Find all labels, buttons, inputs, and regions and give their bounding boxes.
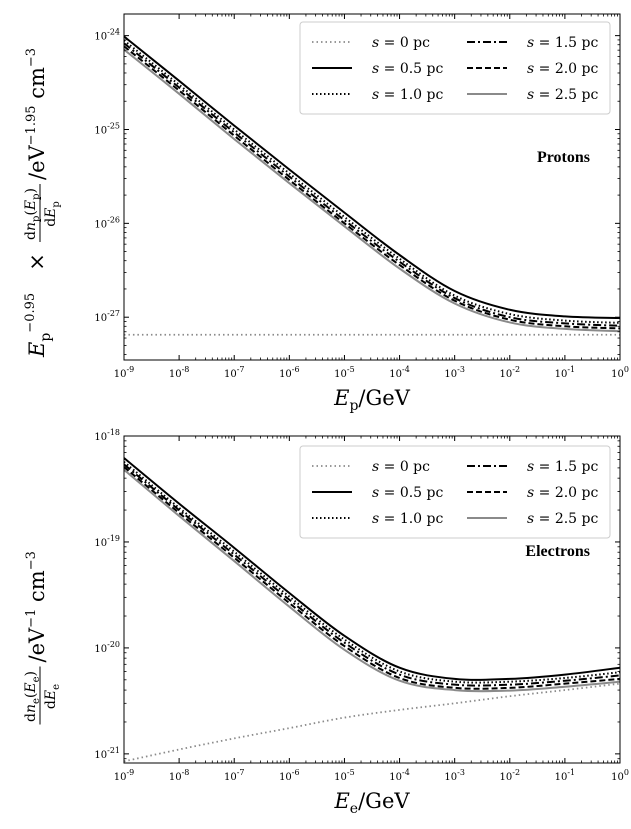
y-tick-label: 10-20 [94, 640, 120, 655]
series-line-electrons-0 [124, 682, 620, 763]
x-tick-label: 10-7 [224, 365, 245, 380]
x-tick-label: 10-5 [334, 365, 355, 380]
legend-label: s = 0.5 pc [372, 61, 443, 77]
x-ticks: 10-9 10-8 10-7 10-6 10-5 10-4 10-3 10-2 10-1 100 [114, 436, 629, 783]
y-axis-label: Ep−0.95 × dnp(Ep)dEp/eV−1.95 cm−3 [23, 48, 62, 358]
protons-panel: 10-9 10-8 10-7 10-6 10-5 10-4 10-3 10-2 10-1 1001… [23, 13, 629, 414]
panel-annotation: Protons [537, 149, 590, 166]
legend-label: s = 0.5 pc [372, 485, 443, 501]
series-line-protons-5 [124, 48, 620, 333]
legend-label: s = 1.0 pc [372, 87, 443, 103]
x-tick-label: 10-4 [389, 768, 410, 783]
x-tick-label: 10-6 [279, 768, 300, 783]
legend: s = 0 pc s = 0.5 pc s = 1.0 pc s = 1.5 pc s … [299, 21, 611, 115]
legend-box [299, 445, 611, 539]
series-line-protons-3 [124, 42, 620, 327]
x-tick-label: 10-6 [279, 365, 300, 380]
x-tick-label: 100 [611, 365, 629, 380]
legend-label: s = 2.5 pc [527, 87, 598, 103]
axes-frame [123, 13, 621, 361]
x-tick-label: 10-1 [555, 365, 576, 380]
y-label-denominator: dEp [43, 201, 62, 227]
legend-label: s = 1.5 pc [527, 35, 598, 51]
legend-label: s = 1.0 pc [372, 511, 443, 527]
y-label-unit: /eV−1.95 cm−3 [24, 48, 49, 180]
series-line-electrons-1 [124, 457, 620, 681]
x-axis-label: Ep/GeV [333, 386, 411, 414]
legend-label: s = 2.0 pc [527, 61, 598, 77]
x-tick-label: 10-2 [500, 365, 521, 380]
y-tick-label: 10-25 [94, 121, 120, 136]
legend-label: s = 1.5 pc [527, 459, 598, 475]
panel-annotation: Electrons [525, 543, 590, 560]
legend-box [299, 21, 611, 115]
x-ticks: 10-9 10-8 10-7 10-6 10-5 10-4 10-3 10-2 10-1 100 [114, 14, 629, 380]
y-label-denominator: dEe [43, 684, 62, 709]
y-tick-label: 10-18 [94, 428, 120, 443]
y-label-numerator: dnp(Ep) [23, 188, 42, 240]
legend-label: s = 2.0 pc [527, 485, 598, 501]
series-line-electrons-4 [124, 466, 620, 690]
x-tick-label: 10-3 [444, 365, 465, 380]
x-tick-label: 100 [611, 768, 629, 783]
series-line-electrons-3 [124, 463, 620, 687]
series-line-protons-4 [124, 45, 620, 330]
y-ticks: 10-21 10-20 10-19 10-18 [94, 428, 620, 761]
x-tick-label: 10-8 [169, 365, 190, 380]
legend: s = 0 pc s = 0.5 pc s = 1.0 pc s = 1.5 pc s … [299, 445, 611, 539]
y-tick-label: 10-26 [94, 215, 120, 230]
y-label-unit: /eV−1 cm−3 [24, 551, 49, 662]
x-tick-label: 10-1 [555, 768, 576, 783]
series-line-protons-2 [124, 39, 620, 324]
axes-frame [123, 435, 621, 764]
x-tick-label: 10-7 [224, 768, 245, 783]
y-tick-label: 10-19 [94, 534, 120, 549]
y-label-prefactor: Ep−0.95 [23, 293, 54, 358]
x-tick-label: 10-9 [114, 768, 135, 783]
y-tick-label: 10-21 [94, 746, 120, 761]
y-ticks: 10-27 10-26 10-25 10-24 [94, 28, 620, 355]
x-axis-label: Ee/GeV [333, 789, 410, 817]
x-tick-label: 10-2 [500, 768, 521, 783]
series-lines [124, 35, 620, 336]
x-tick-label: 10-8 [169, 768, 190, 783]
electrons-panel: 10-9 10-8 10-7 10-6 10-5 10-4 10-3 10-2 10-1 1001… [23, 428, 629, 817]
x-tick-label: 10-9 [114, 365, 135, 380]
y-label-times: × [25, 253, 49, 271]
y-axis-label: dne(Ee)dEe/eV−1 cm−3 [23, 551, 62, 725]
legend-label: s = 0 pc [372, 459, 430, 475]
legend-label: s = 0 pc [372, 35, 430, 51]
x-tick-label: 10-4 [389, 365, 410, 380]
series-lines [124, 457, 620, 763]
series-line-electrons-5 [124, 469, 620, 693]
y-label-numerator: dne(Ee) [23, 671, 42, 722]
series-line-electrons-2 [124, 461, 620, 684]
x-tick-label: 10-5 [334, 768, 355, 783]
y-tick-label: 10-27 [94, 309, 120, 324]
y-tick-label: 10-24 [94, 28, 120, 43]
x-tick-label: 10-3 [444, 768, 465, 783]
series-line-protons-1 [124, 35, 620, 320]
legend-label: s = 2.5 pc [527, 511, 598, 527]
